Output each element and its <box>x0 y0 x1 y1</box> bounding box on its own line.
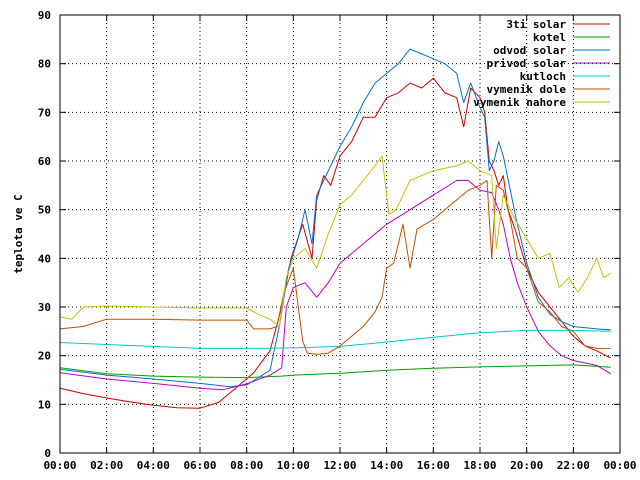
x-tick-label: 12:00 <box>323 459 356 472</box>
x-tick-label: 08:00 <box>230 459 263 472</box>
x-tick-label: 18:00 <box>463 459 496 472</box>
x-tick-label: 22:00 <box>557 459 590 472</box>
series-line-privod-solar <box>59 180 611 391</box>
series-line-vymenik-nahore <box>59 155 611 327</box>
axis-ticks <box>59 14 621 454</box>
series-line-kotel <box>59 364 611 379</box>
y-tick-label: 50 <box>38 204 51 217</box>
series-line-vymenik-dole <box>59 180 611 355</box>
x-tick-label: 00:00 <box>603 459 636 472</box>
x-tick-label: 04:00 <box>137 459 170 472</box>
x-tick-label: 02:00 <box>90 459 123 472</box>
legend-label: 3ti solar <box>506 18 566 31</box>
y-axis-label: teplota ve C <box>12 194 25 273</box>
series-lines <box>59 48 611 409</box>
y-axis-tick-labels: 0 10 20 30 40 50 60 70 80 90 <box>38 9 51 460</box>
legend-label: odvod solar <box>493 44 566 57</box>
x-tick-label: 16:00 <box>417 459 450 472</box>
legend-label: vymenik dole <box>487 83 567 96</box>
x-tick-label: 10:00 <box>277 459 310 472</box>
y-tick-label: 30 <box>38 301 51 314</box>
x-tick-label: 20:00 <box>510 459 543 472</box>
x-tick-label: 06:00 <box>183 459 216 472</box>
y-tick-label: 80 <box>38 58 51 71</box>
y-tick-label: 0 <box>44 447 51 460</box>
series-line-odvod-solar <box>59 48 611 388</box>
legend-label: privod solar <box>487 57 567 70</box>
y-tick-label: 70 <box>38 106 51 119</box>
x-axis-tick-labels: 00:00 02:00 04:00 06:00 08:00 10:00 12:00 14:00… <box>43 459 636 472</box>
x-tick-label: 00:00 <box>43 459 76 472</box>
y-tick-label: 40 <box>38 252 51 265</box>
y-tick-label: 10 <box>38 398 51 411</box>
y-tick-label: 60 <box>38 155 51 168</box>
grid-lines <box>60 15 620 453</box>
y-tick-label: 90 <box>38 9 51 22</box>
legend-label: kutloch <box>520 70 566 83</box>
legend-label: kotel <box>533 31 566 44</box>
legend-label: vymenik nahore <box>473 96 566 109</box>
series-line-3ti-solar <box>59 77 611 409</box>
y-tick-label: 20 <box>38 350 51 363</box>
x-tick-label: 14:00 <box>370 459 403 472</box>
